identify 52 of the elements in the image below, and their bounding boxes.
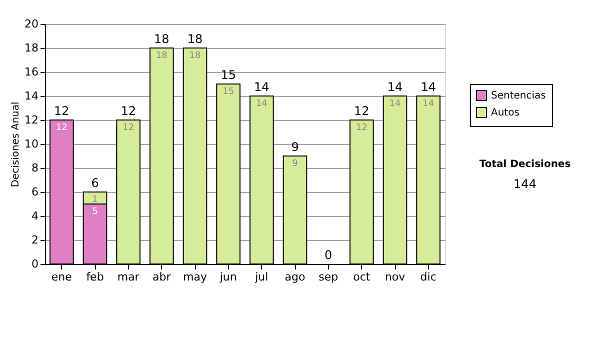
x-tick-label: ago <box>284 270 306 284</box>
x-tick-label: sep <box>318 270 338 284</box>
y-tick-label: 2 <box>32 234 38 246</box>
total-label: 15 <box>220 68 236 82</box>
total-label: 6 <box>91 176 99 190</box>
x-tick-label: nov <box>384 270 406 284</box>
data-label: 18 <box>156 51 168 61</box>
data-label: 14 <box>256 99 268 109</box>
y-axis-title: Decisiones Anual <box>10 102 22 188</box>
total-label: 12 <box>54 104 70 118</box>
x-tick-label: jun <box>218 270 237 284</box>
x-tick-label: may <box>183 270 208 284</box>
data-label: 12 <box>122 123 134 133</box>
y-tick-label: 16 <box>24 66 38 78</box>
x-tick-label: feb <box>86 270 104 284</box>
total-label: 14 <box>254 80 270 94</box>
data-label: 1 <box>92 195 98 205</box>
total-label: 0 <box>324 248 332 262</box>
data-label: 5 <box>92 207 98 217</box>
data-label: 14 <box>389 99 401 109</box>
x-tick-label: mar <box>117 270 140 284</box>
x-tick-label: abr <box>152 270 172 284</box>
y-tick-label: 6 <box>32 186 38 198</box>
total-label: 18 <box>154 32 170 46</box>
x-tick-label: ene <box>51 270 72 284</box>
legend-label: Sentencias <box>491 90 546 102</box>
x-tick-label: oct <box>353 270 371 284</box>
total-label: 14 <box>387 80 403 94</box>
data-label: 12 <box>56 123 68 133</box>
total-label: 14 <box>420 80 436 94</box>
data-label: 9 <box>292 159 298 169</box>
x-tick-label: jul <box>254 270 268 284</box>
total-label: 12 <box>354 104 370 118</box>
y-tick-label: 18 <box>24 42 38 54</box>
y-tick-label: 0 <box>32 258 38 270</box>
data-label: 14 <box>422 99 434 109</box>
data-label: 18 <box>189 51 201 61</box>
total-label: 12 <box>120 104 136 118</box>
data-label: 12 <box>356 123 368 133</box>
text: 144 <box>514 177 536 191</box>
total-label: 9 <box>291 140 299 154</box>
y-tick-label: 8 <box>32 162 38 174</box>
y-tick-label: 14 <box>24 90 38 102</box>
legend-label: Autos <box>491 108 520 118</box>
y-tick-label: 20 <box>24 18 38 30</box>
x-tick-label: dic <box>420 270 436 284</box>
data-label: 15 <box>222 87 234 97</box>
y-tick-label: 10 <box>24 138 38 150</box>
text: Total Decisiones <box>479 159 571 170</box>
total-label: 18 <box>187 32 203 46</box>
y-tick-label: 4 <box>32 210 38 222</box>
y-tick-label: 12 <box>24 114 38 126</box>
